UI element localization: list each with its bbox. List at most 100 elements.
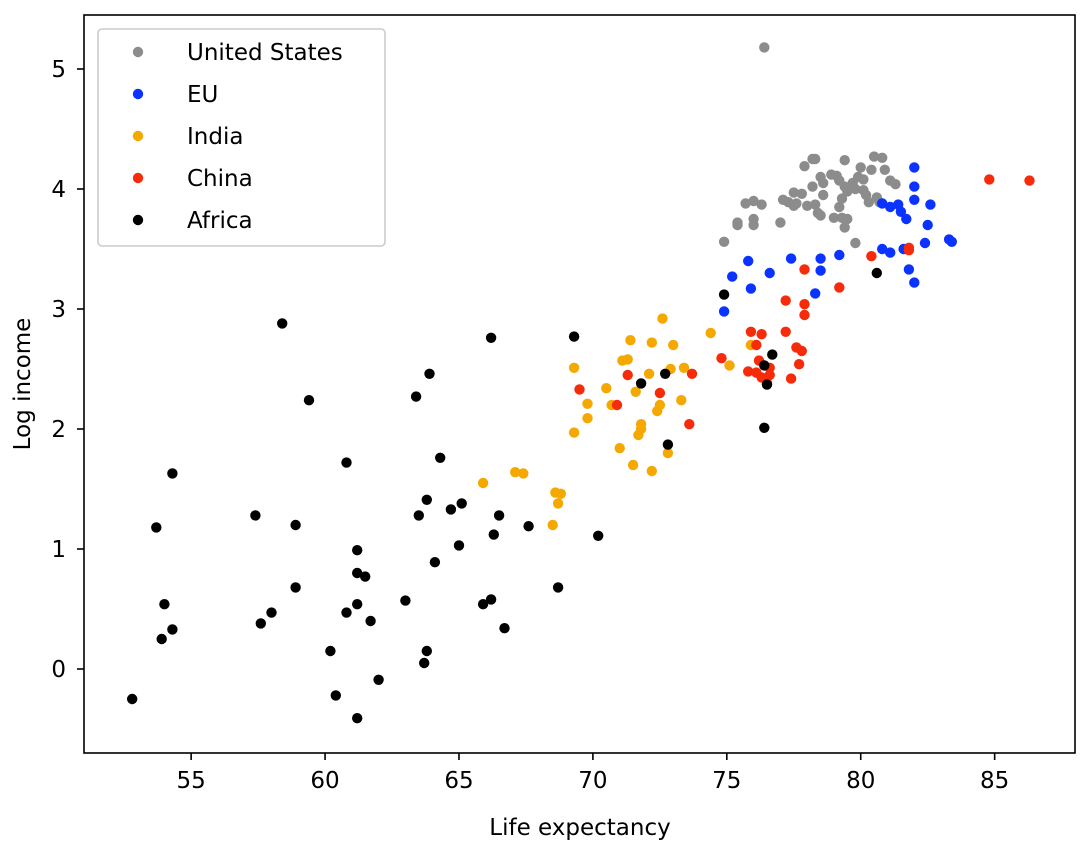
data-point <box>785 373 797 384</box>
data-point <box>751 339 762 351</box>
data-point <box>759 360 770 371</box>
data-point <box>903 264 915 275</box>
y-tick-label: 1 <box>51 537 66 563</box>
data-point <box>925 199 936 210</box>
data-point <box>614 443 625 454</box>
x-axis-label: Life expectancy <box>489 815 670 841</box>
data-point <box>547 519 558 531</box>
data-point <box>877 152 888 163</box>
legend-marker <box>132 46 144 58</box>
data-point <box>863 197 874 208</box>
data-point <box>568 427 580 438</box>
data-point <box>555 488 566 499</box>
data-point <box>868 151 880 162</box>
data-point <box>764 369 775 381</box>
data-point <box>652 405 663 417</box>
legend-item: China <box>132 166 253 192</box>
data-point <box>855 162 866 173</box>
data-point <box>159 599 170 610</box>
data-point <box>909 181 920 192</box>
data-point <box>761 379 773 390</box>
data-point <box>732 219 743 231</box>
data-point <box>657 313 668 324</box>
data-point <box>290 582 301 593</box>
data-point <box>445 504 457 515</box>
plot-frame <box>83 14 1076 754</box>
data-point <box>646 337 657 348</box>
data-point <box>341 457 352 468</box>
data-point <box>552 582 564 593</box>
data-point <box>834 201 845 213</box>
data-point <box>303 395 315 406</box>
data-point <box>127 693 138 705</box>
data-point <box>780 295 791 306</box>
data-point <box>352 713 363 724</box>
data-point <box>780 326 791 337</box>
data-point <box>745 326 757 337</box>
data-point <box>946 236 957 247</box>
data-point <box>718 236 730 247</box>
data-point <box>748 219 759 231</box>
legend-marker <box>132 214 144 226</box>
data-point <box>885 201 896 213</box>
data-point <box>818 189 829 201</box>
legend-label: India <box>187 124 243 150</box>
y-axis: 0 1 2 3 4 5 <box>51 57 84 683</box>
data-point <box>839 155 850 166</box>
data-point <box>724 360 735 371</box>
x-tick-label: 60 <box>310 768 339 794</box>
x-tick-label: 70 <box>578 768 607 794</box>
data-point <box>400 595 411 606</box>
data-point <box>785 253 797 264</box>
data-point <box>901 213 912 225</box>
data-point <box>630 386 641 397</box>
data-point <box>759 422 770 433</box>
data-point <box>836 193 848 204</box>
data-point <box>796 345 807 357</box>
data-point <box>815 253 826 264</box>
legend-item: Africa <box>132 208 253 234</box>
data-point <box>756 329 767 340</box>
data-point <box>611 399 623 411</box>
legend-label: EU <box>187 82 218 108</box>
data-point <box>866 251 877 262</box>
data-point <box>743 366 754 377</box>
data-point <box>435 452 446 463</box>
data-point <box>290 519 301 531</box>
legend: United States EU India China Africa <box>97 28 386 247</box>
data-point <box>799 299 810 310</box>
data-point <box>352 545 363 556</box>
data-point <box>582 413 593 424</box>
data-point <box>156 633 167 645</box>
data-point <box>877 243 888 255</box>
data-point <box>493 510 505 521</box>
data-point <box>807 181 818 192</box>
data-point <box>485 332 497 343</box>
data-point <box>919 237 931 249</box>
data-point <box>810 199 821 210</box>
data-point <box>842 213 853 225</box>
data-point <box>523 521 534 532</box>
data-point <box>250 510 261 521</box>
data-point <box>1024 175 1035 186</box>
data-point <box>815 265 826 276</box>
data-point <box>740 198 751 209</box>
data-point <box>568 362 580 373</box>
data-point <box>716 353 727 364</box>
data-point <box>352 599 363 610</box>
y-tick-label: 0 <box>51 657 66 683</box>
data-point <box>373 674 384 685</box>
data-point <box>788 200 799 211</box>
data-point <box>419 657 430 669</box>
data-point <box>877 198 888 209</box>
data-point <box>810 153 821 165</box>
data-point <box>839 222 850 233</box>
legend-item: United States <box>132 40 343 66</box>
data-point <box>325 645 336 657</box>
data-point <box>341 607 352 618</box>
data-point <box>582 398 593 409</box>
data-point <box>793 359 805 370</box>
data-point <box>643 368 655 379</box>
data-point <box>622 369 633 381</box>
data-point <box>796 188 807 199</box>
